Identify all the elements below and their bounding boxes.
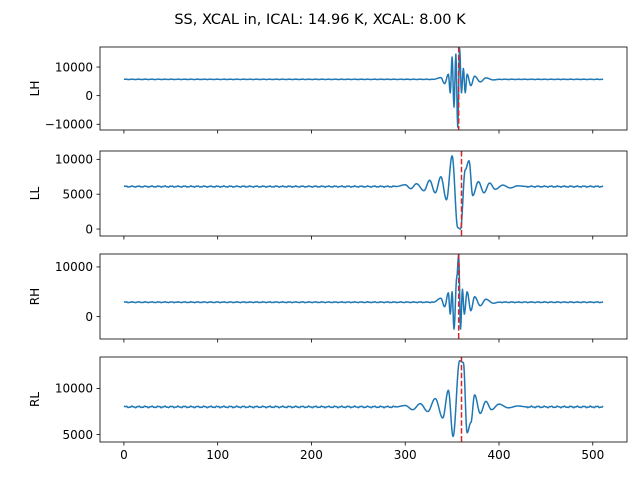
subplot-rl: 5000 10000 RL 0 100 200 300 400 500	[28, 356, 628, 462]
y-axis-label: RH	[28, 288, 42, 305]
y-axis-label: LH	[28, 81, 42, 97]
y-tick-label: 0	[85, 222, 93, 236]
series-line-rl	[123, 359, 604, 438]
chart-title: SS, XCAL in, ICAL: 14.96 K, XCAL: 8.00 K	[174, 12, 466, 28]
y-tick-label: 10000	[55, 60, 93, 74]
x-tick-label: 200	[300, 448, 323, 462]
series-line-rh	[123, 253, 604, 330]
y-axis-label: RL	[28, 392, 42, 407]
series-line-lh	[123, 47, 604, 128]
y-tick-label: −10000	[45, 118, 93, 132]
y-tick-label: 10000	[55, 153, 93, 167]
y-axis-label: LL	[28, 187, 42, 201]
panels: −10000010000LH0500010000LL010000RH500010…	[28, 46, 628, 462]
axes-frame	[99, 356, 628, 443]
y-tick-label: 0	[85, 310, 93, 324]
x-tick-label: 0	[120, 448, 128, 462]
x-tick-label: 400	[488, 448, 511, 462]
axes-frame	[99, 150, 628, 237]
axes-frame	[99, 46, 628, 131]
subplot-rh: 0 10000 RH	[28, 253, 628, 343]
y-tick-label: 5000	[62, 428, 93, 442]
y-tick-label: 0	[85, 89, 93, 103]
series-line-ll	[123, 155, 604, 230]
x-tick-label: 500	[581, 448, 604, 462]
subplot-ll: 0 5000 10000 LL	[28, 150, 628, 240]
x-tick-label: 300	[394, 448, 417, 462]
y-tick-label: 5000	[62, 187, 93, 201]
y-tick-label: 10000	[55, 382, 93, 396]
subplot-lh: −10000 0 10000 LH	[28, 46, 628, 134]
y-tick-label: 10000	[55, 260, 93, 274]
x-tick-label: 100	[206, 448, 229, 462]
axes-frame	[99, 253, 628, 340]
